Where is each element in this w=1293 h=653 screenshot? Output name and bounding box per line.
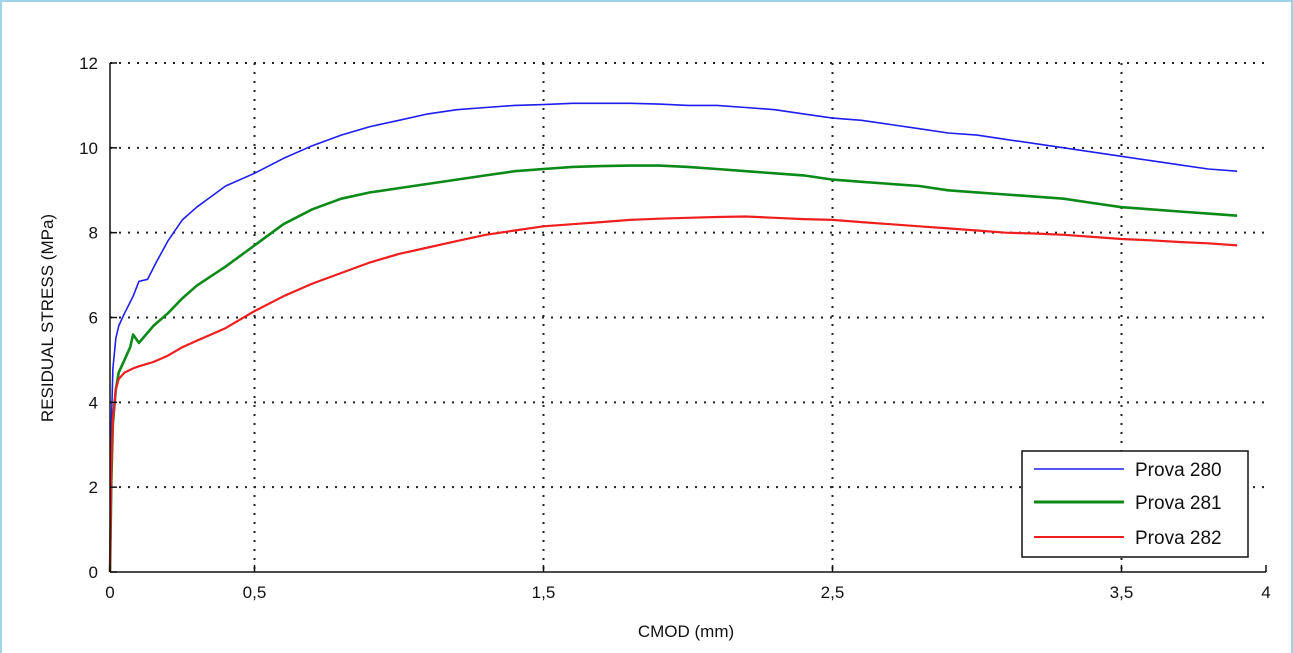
legend-label-prova-280: Prova 280 [1135, 460, 1222, 481]
x-tick-label: 0 [105, 583, 114, 602]
x-tick-label: 1,5 [532, 583, 556, 602]
y-tick-label: 12 [79, 54, 98, 73]
y-axis-label: RESIDUAL STRESS (MPa) [38, 214, 57, 422]
series-line-prova-282 [108, 215, 1238, 573]
y-tick-label: 8 [89, 224, 98, 243]
x-tick-label: 2,5 [821, 583, 845, 602]
x-tick-label: 3,5 [1110, 583, 1134, 602]
y-tick-label: 2 [89, 478, 98, 497]
y-tick-label: 10 [79, 139, 98, 158]
tick-labels: 0 0,5 1,5 2,5 3,5 4 0 2 4 6 8 10 12 [79, 54, 1271, 602]
y-tick-label: 6 [89, 309, 98, 328]
legend-label-prova-281: Prova 281 [1135, 493, 1222, 514]
legend-label-prova-282: Prova 282 [1135, 528, 1222, 549]
x-tick-label: 4 [1261, 583, 1270, 602]
y-tick-label: 4 [89, 393, 98, 412]
legend: Prova 280 Prova 281 Prova 282 [1021, 450, 1249, 558]
y-tick-label: 0 [89, 563, 98, 582]
series-line-prova-281 [108, 164, 1238, 573]
axes [109, 62, 1267, 573]
x-tick-label: 0,5 [243, 583, 267, 602]
plot-lines [108, 102, 1238, 573]
x-axis-label: CMOD (mm) [638, 622, 734, 641]
series-line-prova-280 [109, 102, 1238, 573]
